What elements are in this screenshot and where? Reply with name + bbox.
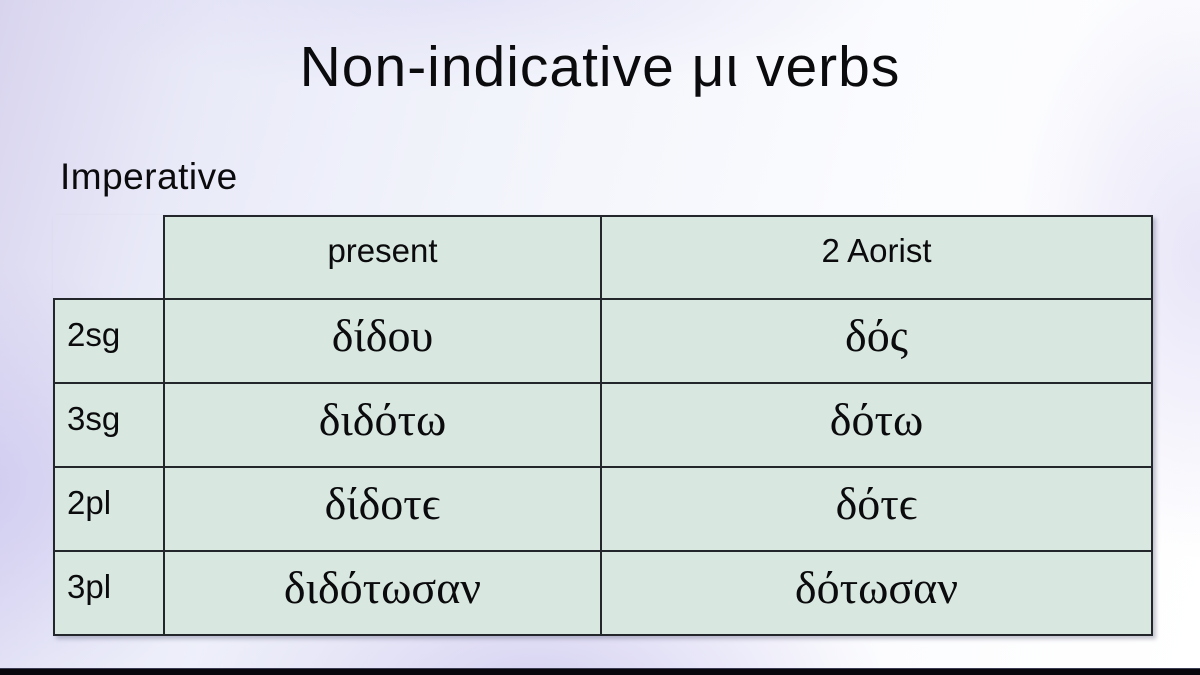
verb-table: present 2 Aorist 2sg δίδου δός 3sg διδότ… <box>53 215 1153 636</box>
slide-title: Non-indicative μι verbs <box>299 35 901 99</box>
section-label: Imperative <box>60 156 238 197</box>
cell-3pl-2aorist: δότωσαν <box>600 550 1153 636</box>
cell-3sg-present: διδότω <box>163 382 602 468</box>
cell-3sg-2aorist: δότω <box>600 382 1153 468</box>
table-row: 3pl διδότωσαν δότωσαν <box>53 550 1153 636</box>
cell-2pl-2aorist: δότϵ <box>600 466 1153 552</box>
row-label-3sg: 3sg <box>53 382 165 468</box>
table-header-row: present 2 Aorist <box>54 215 1153 300</box>
row-label-2pl: 2pl <box>53 466 165 552</box>
table-row: 2pl δίδοτϵ δότϵ <box>53 466 1153 552</box>
cell-2sg-present: δίδου <box>163 298 602 384</box>
slide-footer-bar <box>0 668 1200 675</box>
column-header-present: present <box>163 215 602 300</box>
table-corner-cell <box>54 216 164 299</box>
cell-2sg-2aorist: δός <box>600 298 1153 384</box>
row-label-2sg: 2sg <box>53 298 165 384</box>
cell-2pl-present: δίδοτϵ <box>163 466 602 552</box>
table-row: 3sg διδότω δότω <box>53 382 1153 468</box>
table-row: 2sg δίδου δός <box>53 298 1153 384</box>
cell-3pl-present: διδότωσαν <box>163 550 602 636</box>
row-label-3pl: 3pl <box>53 550 165 636</box>
column-header-2aorist: 2 Aorist <box>600 215 1153 300</box>
